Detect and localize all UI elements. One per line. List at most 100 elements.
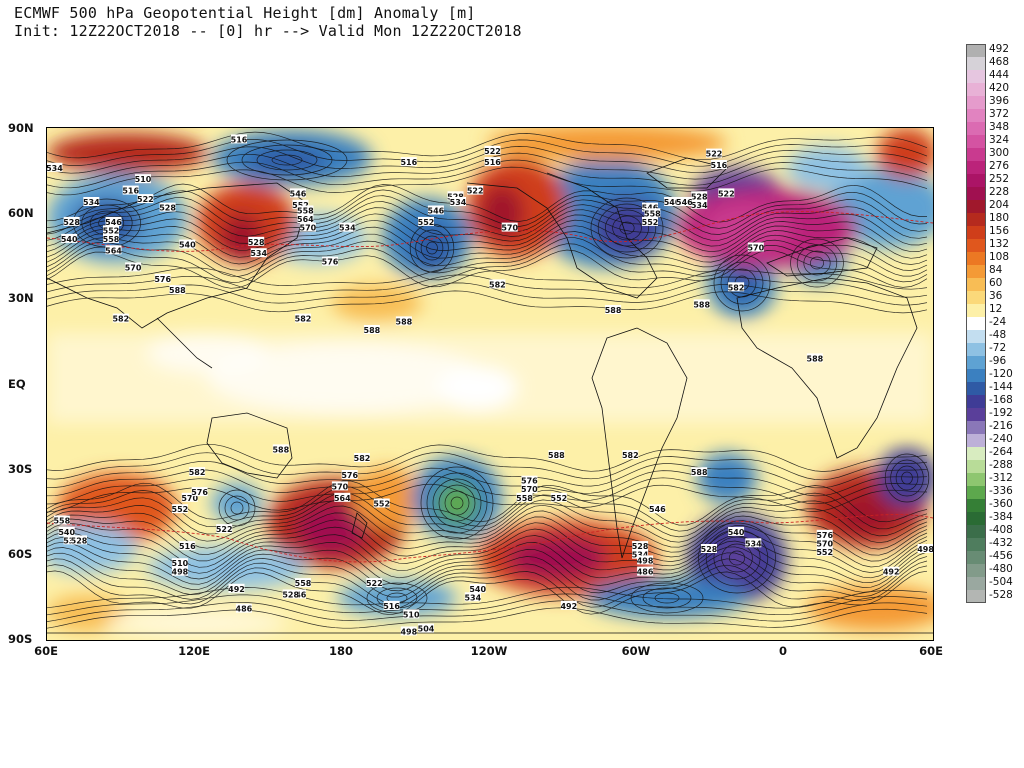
contour-label: 522: [706, 148, 722, 159]
contour-label: 570: [125, 262, 142, 272]
height-contour-line: [47, 558, 928, 604]
colorbar-level: -528: [966, 589, 1018, 603]
contour-label-background: [169, 285, 186, 295]
colorbar-label: -264: [989, 446, 1013, 458]
colorbar-level: 12: [966, 303, 1018, 317]
contour-label: 546: [428, 205, 445, 216]
lat-label-60s: 60S: [8, 547, 33, 561]
contour-label-background: [521, 475, 538, 485]
contour-label-background: [299, 222, 316, 232]
contour-label-text: 546: [642, 204, 659, 213]
contour-label: 576: [322, 256, 339, 267]
colorbar-label: 180: [989, 212, 1010, 224]
colorbar-level: -504: [966, 576, 1018, 590]
colorbar-label: 84: [989, 264, 1003, 276]
colorbar-label: 60: [989, 277, 1003, 289]
contour-label-background: [171, 504, 188, 514]
height-contour-line: [47, 219, 928, 259]
contour-label: 570: [181, 492, 198, 503]
contour-label-text: 570: [125, 263, 142, 272]
height-contour-line: [47, 492, 928, 538]
contour-label-background: [354, 453, 370, 462]
height-contour-line: [47, 213, 928, 253]
colorbar-label: 468: [989, 56, 1010, 68]
contour-label-text: 516: [231, 135, 248, 144]
contour-label: 534: [450, 197, 467, 207]
height-contour-line: [47, 452, 928, 481]
contour-label-text: 570: [521, 485, 538, 494]
contour-label-background: [693, 299, 710, 309]
contour-label-text: 576: [322, 258, 339, 267]
map-title: ECMWF 500 hPa Geopotential Height [dm] A…: [14, 4, 476, 22]
colorbar-level: -144: [966, 381, 1018, 395]
colorbar-label: 300: [989, 147, 1010, 159]
colorbar-swatch: [966, 369, 986, 382]
contour-label-background: [400, 157, 417, 167]
closed-contour: [803, 250, 831, 276]
colorbar-swatch: [966, 356, 986, 369]
colorbar-swatch: [966, 330, 986, 343]
contour-label: 522: [484, 145, 501, 156]
contour-label-text: 564: [297, 215, 314, 224]
contour-label: 588: [693, 299, 710, 309]
colorbar-swatch: [966, 317, 986, 330]
colorbar-swatch: [966, 174, 986, 187]
contour-label-background: [103, 225, 119, 235]
contour-label: 540: [469, 583, 486, 594]
height-contour-line: [47, 535, 928, 580]
contour-label-text: 534: [464, 593, 481, 602]
contour-label-text: 582: [354, 454, 371, 463]
contour-label: 516: [231, 134, 248, 144]
height-contour-line: [47, 498, 928, 544]
colorbar-level: -312: [966, 472, 1018, 486]
height-contour-line: [47, 593, 928, 616]
contour-label: 582: [728, 282, 744, 292]
colorbar-swatch: [966, 538, 986, 551]
colorbar-level: -480: [966, 563, 1018, 577]
contour-label-background: [747, 242, 764, 252]
contour-label: 498: [637, 555, 654, 565]
contour-label-text: 576: [154, 275, 171, 284]
closed-contour: [590, 197, 664, 259]
contour-label-background: [103, 233, 119, 243]
contour-label: 528: [691, 191, 708, 201]
contour-label-text: 540: [61, 235, 78, 244]
closed-contour: [226, 139, 348, 181]
contour-label: 558: [53, 515, 71, 526]
contour-label-background: [464, 592, 481, 602]
contour-label-text: 558: [53, 517, 70, 526]
contour-label-background: [112, 313, 129, 323]
contour-label: 552: [642, 216, 658, 227]
colorbar-label: -312: [989, 472, 1013, 484]
lon-label-60e-right: 60E: [919, 644, 943, 658]
contour-label: 498: [917, 544, 933, 554]
contour-label: 516: [179, 541, 196, 551]
contour-label-text: 576: [816, 531, 833, 540]
contour-label: 528: [282, 589, 299, 600]
contour-label: 564: [105, 245, 122, 255]
colorbar-swatch: [966, 135, 986, 148]
contour-label-text: 516: [383, 602, 400, 611]
contour-label: 492: [883, 566, 900, 577]
contour-label-text: 522: [137, 195, 154, 204]
contour-label-text: 570: [816, 539, 833, 548]
colorbar-level: 324: [966, 134, 1018, 148]
contour-label-background: [806, 353, 823, 363]
contour-label-background: [105, 216, 122, 226]
colorbar-level: 396: [966, 95, 1018, 109]
contour-label-text: 588: [693, 300, 710, 309]
contour-label-background: [469, 583, 486, 593]
colorbar-label: 228: [989, 186, 1010, 198]
contour-label: 528: [63, 216, 80, 227]
contour-label-background: [171, 566, 188, 576]
contour-label-text: 552: [292, 201, 309, 210]
contour-label: 588: [364, 325, 381, 335]
height-contour-line: [47, 546, 928, 592]
contour-label: 534: [339, 222, 356, 233]
contour-label: 570: [501, 222, 518, 233]
contour-label: 516: [383, 600, 400, 611]
contour-label-text: 486: [236, 605, 253, 614]
colorbar-swatch: [966, 44, 986, 57]
contour-label-background: [322, 256, 338, 266]
contour-label-background: [745, 538, 762, 548]
